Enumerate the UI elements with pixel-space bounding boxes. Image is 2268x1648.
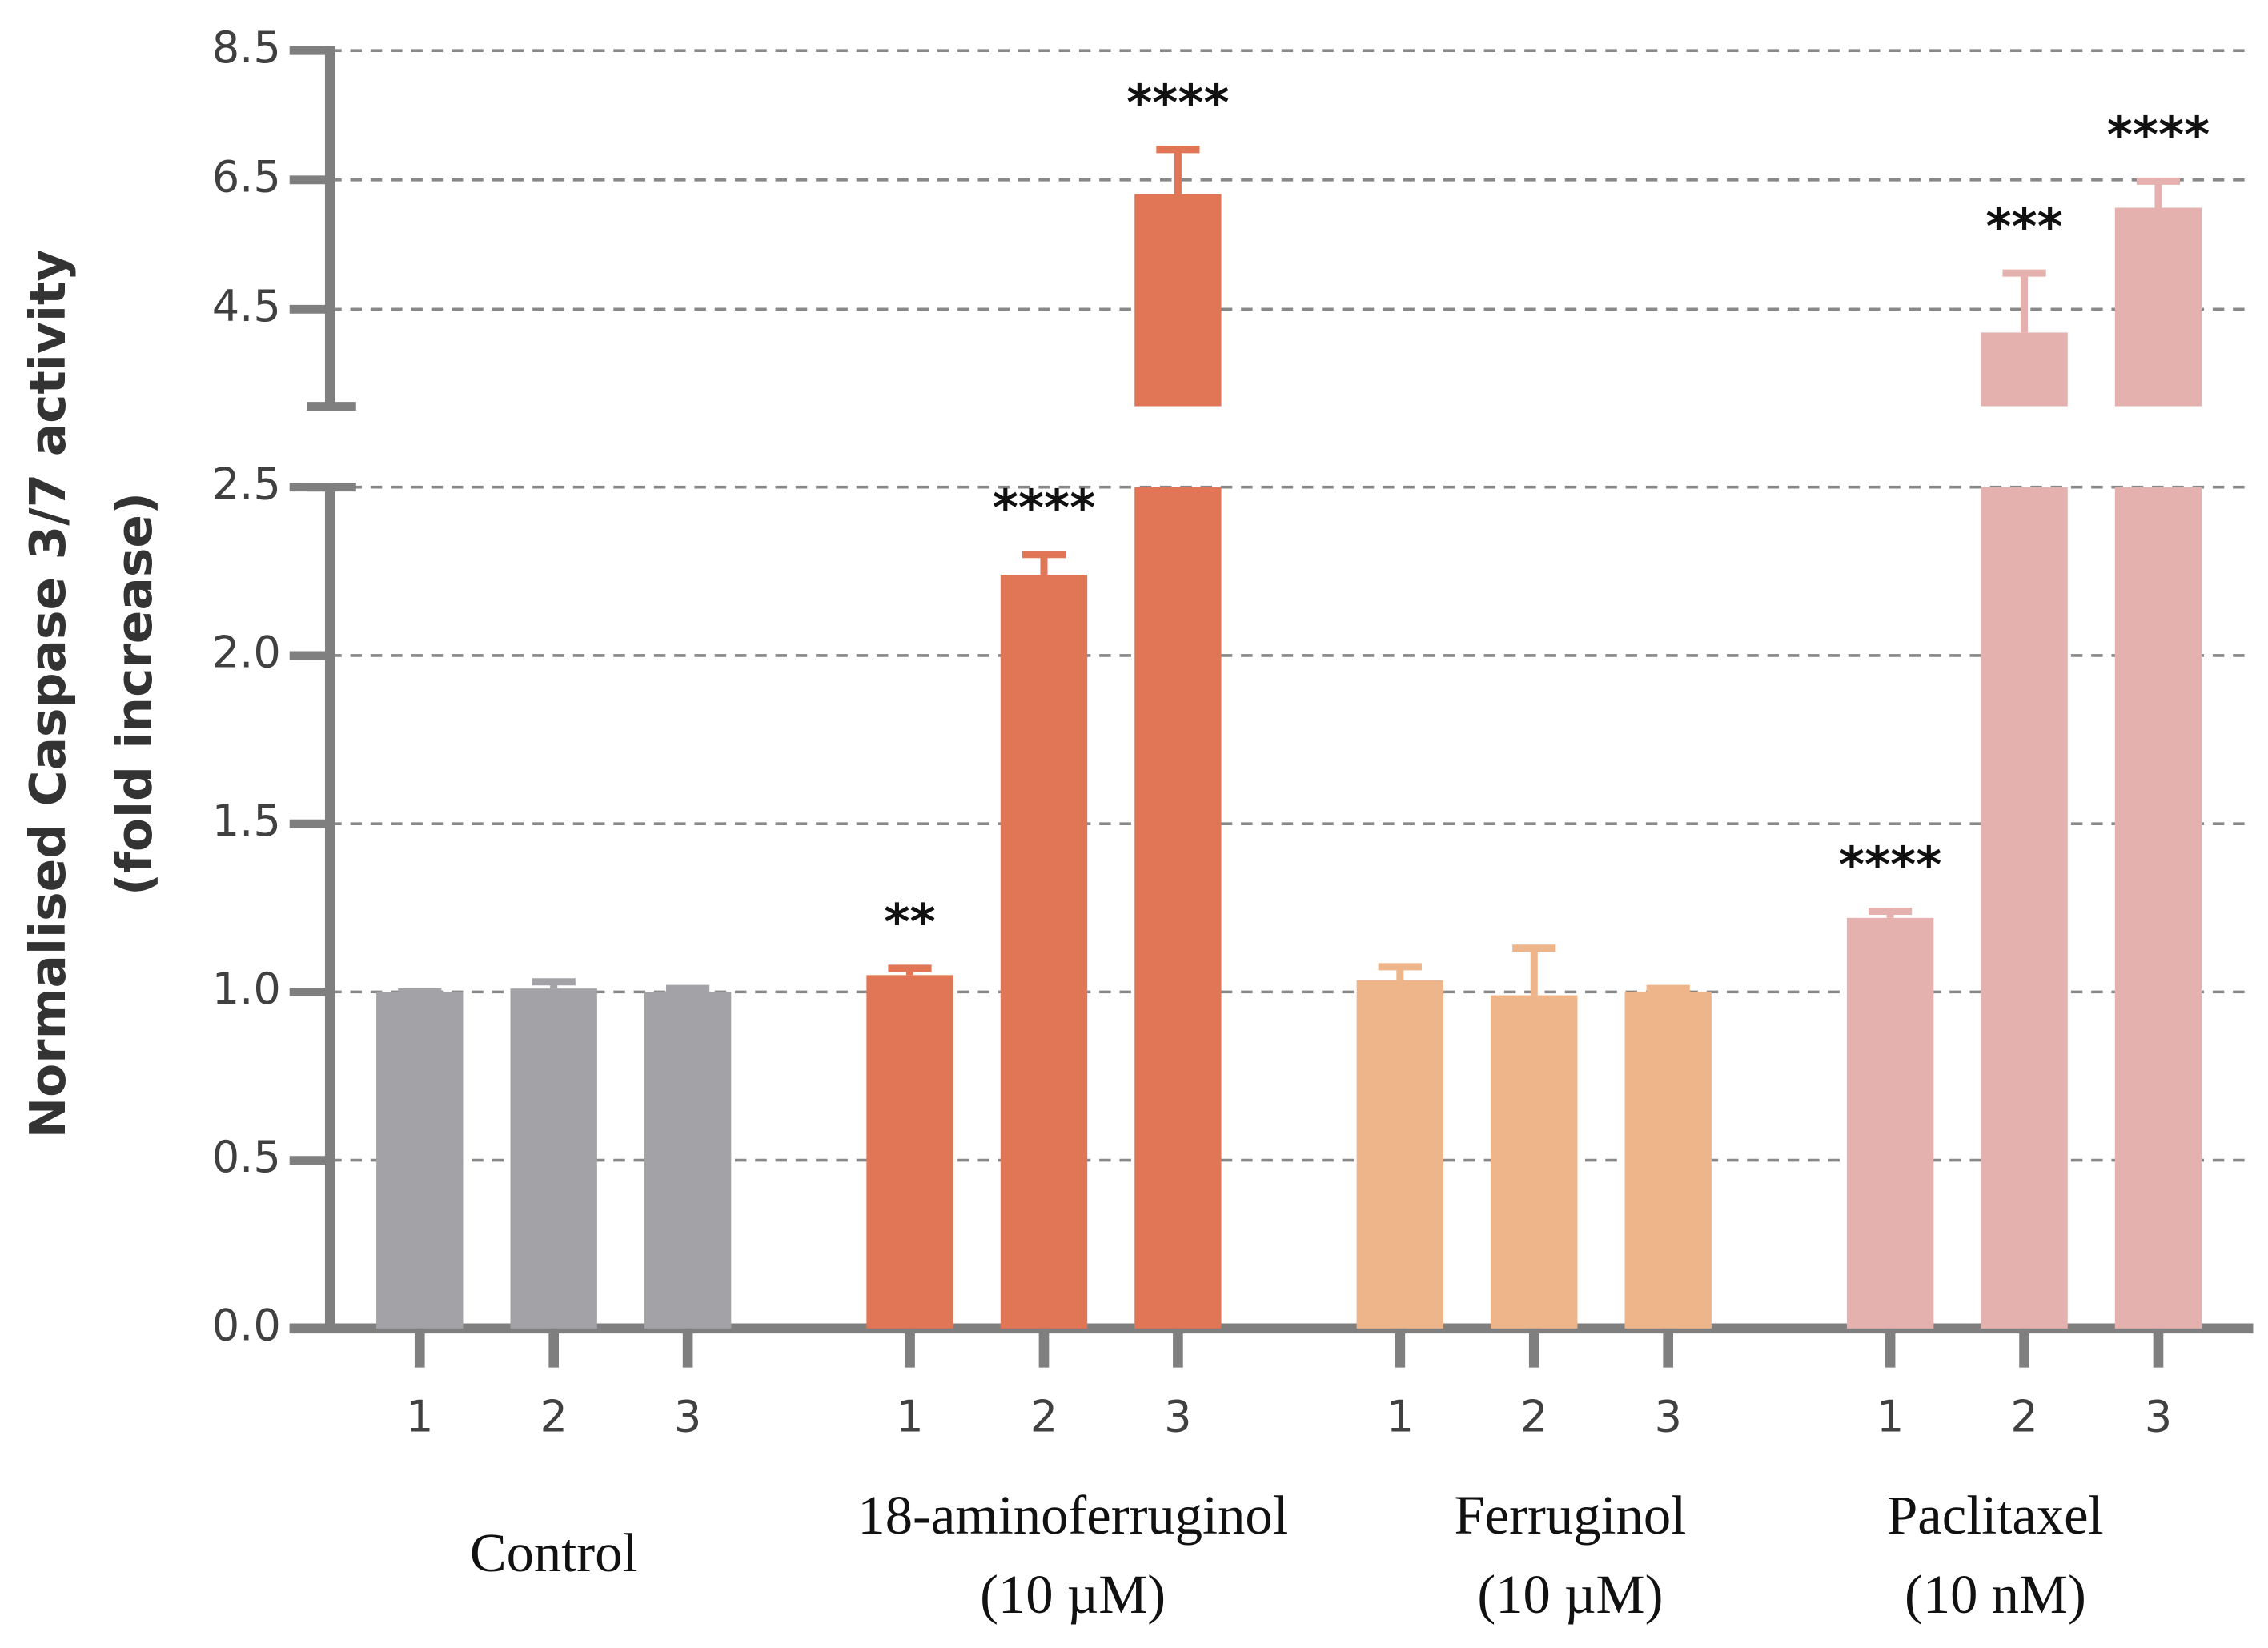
bar	[376, 992, 464, 1329]
bar	[2114, 487, 2202, 1329]
bar-upper	[1134, 194, 1222, 407]
x-tick-label: 1	[1387, 1391, 1414, 1441]
significance-label: **	[884, 894, 935, 951]
y-tick-label: 2.0	[212, 628, 281, 678]
significance-label: ****	[2107, 106, 2210, 163]
y-tick-label: 0.0	[212, 1300, 281, 1350]
y-axis-label: (fold increase)	[106, 492, 163, 896]
significance-label: ***	[1985, 198, 2062, 255]
x-tick-label: 3	[2145, 1391, 2172, 1441]
x-tick-label: 3	[674, 1391, 701, 1441]
x-tick-label: 1	[406, 1391, 433, 1441]
x-tick-label: 2	[540, 1391, 567, 1441]
group-label: Control	[470, 1522, 638, 1583]
significance-label: ****	[1839, 836, 1941, 893]
y-tick-label: 0.5	[212, 1132, 281, 1182]
bar	[510, 988, 597, 1329]
bar	[866, 975, 953, 1329]
bar	[1981, 487, 2068, 1329]
significance-label: ****	[1126, 75, 1229, 132]
group-label: (10 µM)	[1477, 1564, 1663, 1625]
x-tick-label: 1	[896, 1391, 923, 1441]
bar-upper	[2114, 207, 2202, 407]
y-tick-label: 1.0	[212, 964, 281, 1014]
bar	[1134, 487, 1222, 1329]
y-tick-label: 2.5	[212, 459, 281, 509]
group-label: Ferruginol	[1455, 1485, 1687, 1546]
y-tick-label: 4.5	[212, 281, 281, 331]
group-label: 18-aminoferruginol	[857, 1485, 1287, 1546]
x-tick-label: 3	[1164, 1391, 1191, 1441]
bar	[1624, 992, 1712, 1329]
bar	[1000, 574, 1088, 1329]
y-axis-label: Normalised Caspase 3/7 activity	[20, 250, 77, 1139]
significance-label: ****	[993, 480, 1095, 537]
x-tick-label: 2	[2010, 1391, 2037, 1441]
group-label: (10 µM)	[980, 1564, 1166, 1625]
bar	[1846, 917, 1934, 1329]
group-label: Paclitaxel	[1887, 1485, 2104, 1546]
bar	[644, 992, 732, 1329]
bar	[1491, 995, 1578, 1329]
x-tick-label: 2	[1520, 1391, 1547, 1441]
x-tick-label: 3	[1654, 1391, 1681, 1441]
x-tick-label: 1	[1877, 1391, 1904, 1441]
y-tick-label: 6.5	[212, 151, 281, 202]
bar	[1356, 980, 1444, 1329]
group-label: (10 nM)	[1905, 1564, 2086, 1625]
y-tick-label: 8.5	[212, 22, 281, 73]
bar-upper	[1981, 332, 2068, 407]
x-tick-label: 2	[1030, 1391, 1058, 1441]
y-tick-label: 1.5	[212, 796, 281, 846]
